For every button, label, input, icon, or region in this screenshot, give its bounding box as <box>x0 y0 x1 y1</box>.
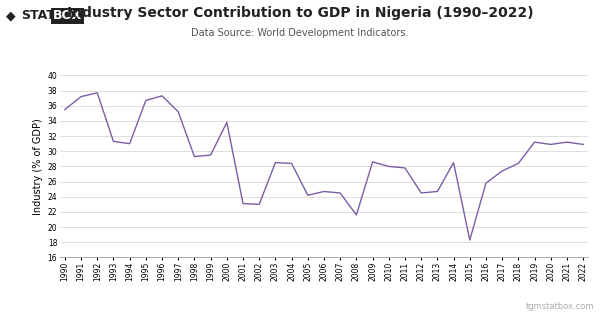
Text: tgmstatbox.com: tgmstatbox.com <box>526 302 594 311</box>
Text: Industry Sector Contribution to GDP in Nigeria (1990–2022): Industry Sector Contribution to GDP in N… <box>67 6 533 20</box>
Text: ◆: ◆ <box>6 9 16 22</box>
Text: Data Source: World Development Indicators.: Data Source: World Development Indicator… <box>191 28 409 38</box>
Text: BOX: BOX <box>53 9 82 22</box>
Y-axis label: Industry (% of GDP): Industry (% of GDP) <box>34 118 43 215</box>
Text: STAT: STAT <box>21 9 55 22</box>
